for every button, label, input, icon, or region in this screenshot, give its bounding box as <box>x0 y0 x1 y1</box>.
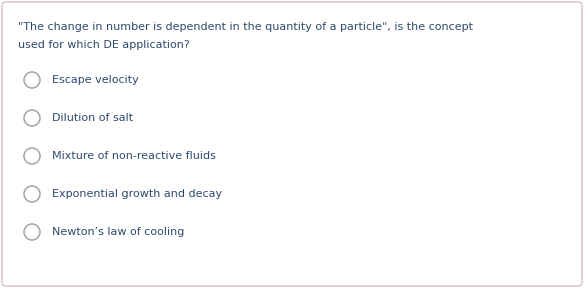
Circle shape <box>24 224 40 240</box>
Circle shape <box>24 72 40 88</box>
Text: Newton’s law of cooling: Newton’s law of cooling <box>52 227 185 237</box>
Text: Exponential growth and decay: Exponential growth and decay <box>52 189 222 199</box>
Text: "The change in number is dependent in the quantity of a particle", is the concep: "The change in number is dependent in th… <box>18 22 473 32</box>
Text: Dilution of salt: Dilution of salt <box>52 113 133 123</box>
Text: used for which DE application?: used for which DE application? <box>18 40 190 50</box>
FancyBboxPatch shape <box>2 2 582 286</box>
Circle shape <box>24 186 40 202</box>
Circle shape <box>24 110 40 126</box>
Circle shape <box>24 148 40 164</box>
Text: Mixture of non-reactive fluids: Mixture of non-reactive fluids <box>52 151 216 161</box>
Text: Escape velocity: Escape velocity <box>52 75 139 85</box>
